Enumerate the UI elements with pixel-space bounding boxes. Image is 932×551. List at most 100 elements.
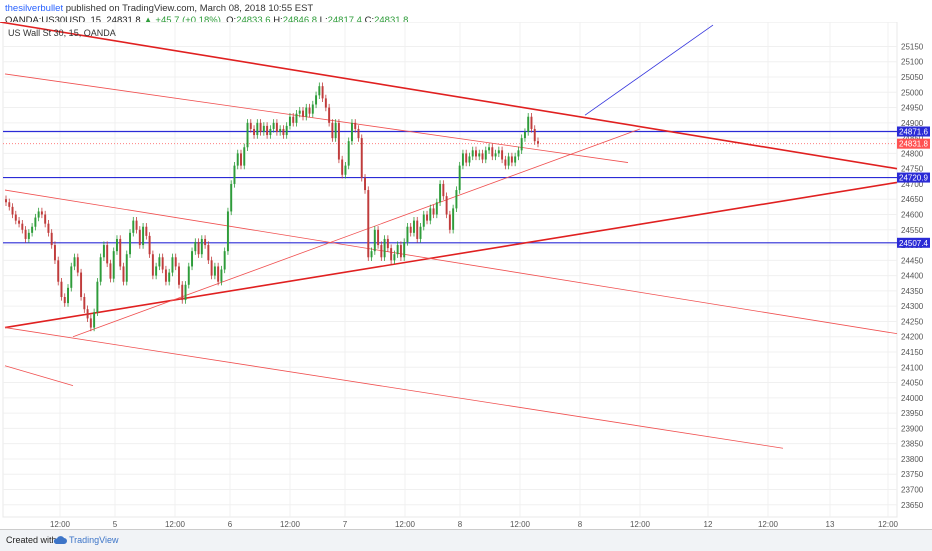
candle-body	[164, 269, 167, 282]
y-tick-label: 25150	[901, 42, 924, 51]
footer-bar: Created with TradingView	[0, 529, 932, 551]
candle-body	[256, 122, 259, 136]
chart-legend: US Wall St 30, 15, OANDA	[8, 28, 116, 38]
y-tick-label: 24300	[901, 302, 924, 311]
x-tick-label: 12:00	[758, 520, 779, 529]
x-tick-label: 12:00	[50, 520, 71, 529]
candle-body	[184, 284, 187, 301]
y-tick-label: 24900	[901, 119, 924, 128]
candle-body	[233, 165, 236, 184]
trendline	[0, 22, 898, 170]
candle-body	[497, 150, 500, 154]
candle-body	[504, 159, 507, 166]
candle-body	[197, 242, 200, 255]
high-label: H:	[273, 15, 283, 26]
candle-body	[507, 156, 510, 166]
candle-body	[448, 214, 451, 230]
candle-body	[236, 153, 239, 166]
candle-body	[220, 269, 223, 282]
candle-body	[399, 245, 402, 258]
candle-body	[537, 141, 539, 144]
candle-body	[8, 202, 11, 207]
candle-body	[204, 238, 207, 246]
candle-body	[406, 226, 409, 242]
y-tick-label: 24750	[901, 165, 924, 174]
candle-body	[295, 113, 298, 123]
price-label-text: 24871.6	[899, 128, 928, 137]
candle-body	[422, 214, 425, 227]
candle-body	[364, 177, 366, 191]
candle-body	[435, 202, 438, 215]
candle-body	[488, 147, 491, 151]
y-tick-label: 24000	[901, 394, 924, 403]
candle-body	[122, 266, 125, 282]
price-label-box	[897, 172, 930, 183]
price-chart[interactable]: 23650 23700 23750 23800 23850 23900 23950 24000…	[0, 22, 932, 529]
candle-body	[373, 229, 376, 252]
trendline	[72, 128, 641, 338]
tradingview-link[interactable]: TradingView	[69, 535, 119, 545]
candle-body	[253, 128, 256, 136]
candle-body	[484, 150, 487, 160]
candle-body	[285, 125, 288, 136]
candle-body	[230, 183, 233, 212]
candle-body	[266, 125, 269, 136]
price-change: ▲ +45.7 (+0.18%)	[143, 15, 221, 26]
candle-body	[187, 266, 190, 285]
candle-body	[109, 263, 112, 279]
candle-body	[21, 223, 24, 230]
candle-body	[57, 260, 60, 282]
candle-body	[217, 266, 220, 282]
candle-body	[194, 242, 197, 252]
x-tick-label: 12:00	[878, 520, 899, 529]
y-tick-label: 24600	[901, 211, 924, 220]
y-tick-label: 23800	[901, 455, 924, 464]
candle-body	[63, 297, 66, 304]
candle-body	[334, 122, 337, 139]
candle-body	[533, 128, 536, 142]
y-tick-label: 24150	[901, 348, 924, 357]
candle-body	[31, 226, 34, 233]
candle-body	[419, 226, 422, 239]
candle-body	[416, 220, 419, 239]
candle-body	[272, 122, 275, 129]
candle-body	[135, 220, 138, 230]
candle-body	[226, 211, 229, 252]
candle-body	[171, 257, 174, 273]
candle-body	[412, 220, 415, 233]
low-value: 24817.4	[327, 15, 362, 26]
candle-body	[213, 266, 216, 276]
price-label-box	[897, 126, 930, 137]
candle-body	[5, 199, 7, 203]
candle-body	[53, 245, 56, 261]
candle-body	[347, 141, 350, 166]
candle-body	[298, 110, 301, 114]
candle-body	[324, 98, 327, 108]
candle-body	[510, 156, 513, 163]
last-price: 24831.8	[106, 15, 141, 26]
high-value: 24846.8	[282, 15, 318, 26]
candle-body	[442, 183, 445, 197]
candle-body	[530, 116, 533, 129]
candle-body	[308, 107, 311, 114]
candle-body	[471, 150, 474, 157]
candle-body	[302, 110, 304, 117]
candle-body	[468, 156, 471, 163]
candle-body	[292, 116, 295, 123]
candle-body	[129, 232, 132, 255]
candle-body	[465, 153, 468, 163]
candle-body	[439, 183, 442, 203]
candle-body	[142, 226, 145, 246]
candle-body	[47, 223, 50, 233]
author-link[interactable]: thesilverbullet	[5, 3, 64, 14]
candle-body	[279, 128, 282, 132]
candle-body	[76, 257, 79, 273]
candle-body	[269, 128, 272, 136]
candle-body	[377, 229, 380, 246]
y-tick-label: 23850	[901, 440, 924, 449]
candle-body	[174, 257, 177, 267]
candle-body	[458, 165, 461, 191]
candle-body	[491, 147, 494, 157]
candle-body	[455, 190, 458, 209]
candle-body	[461, 153, 464, 166]
